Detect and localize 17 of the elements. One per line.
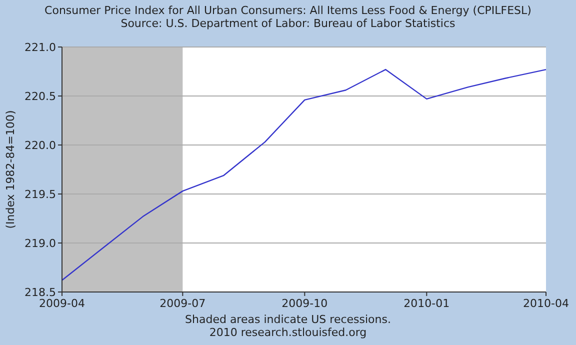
y-tick-label: 219.5 — [24, 188, 56, 201]
chart-title: Consumer Price Index for All Urban Consumers: All Items Less Food & Energy (CPILFESL) — [44, 4, 532, 17]
y-axis-title: (Index 1982-84=100) — [4, 110, 17, 229]
y-tick-label: 220.0 — [24, 138, 56, 152]
y-tick-label: 218.5 — [24, 286, 56, 299]
text: 2010 research.stlouisfed.org — [209, 326, 367, 339]
text: Shaded areas indicate US recessions. — [185, 313, 391, 326]
x-tick-label: 2009-10 — [282, 297, 328, 310]
x-tick-label: 2009-04 — [39, 297, 85, 310]
y-tick-label: 221.0 — [24, 40, 56, 54]
x-tick-label: 2010-01 — [404, 297, 450, 310]
line-series — [61, 68, 547, 281]
x-tick-label: 2010-04 — [523, 297, 569, 310]
y-tick-label: 220.5 — [24, 90, 56, 103]
chart-subtitle: Source: U.S. Department of Labor: Bureau of Labor Statistics — [120, 17, 456, 30]
y-tick-label: 219.0 — [24, 236, 56, 250]
x-tick-label: 2009-07 — [160, 297, 206, 310]
